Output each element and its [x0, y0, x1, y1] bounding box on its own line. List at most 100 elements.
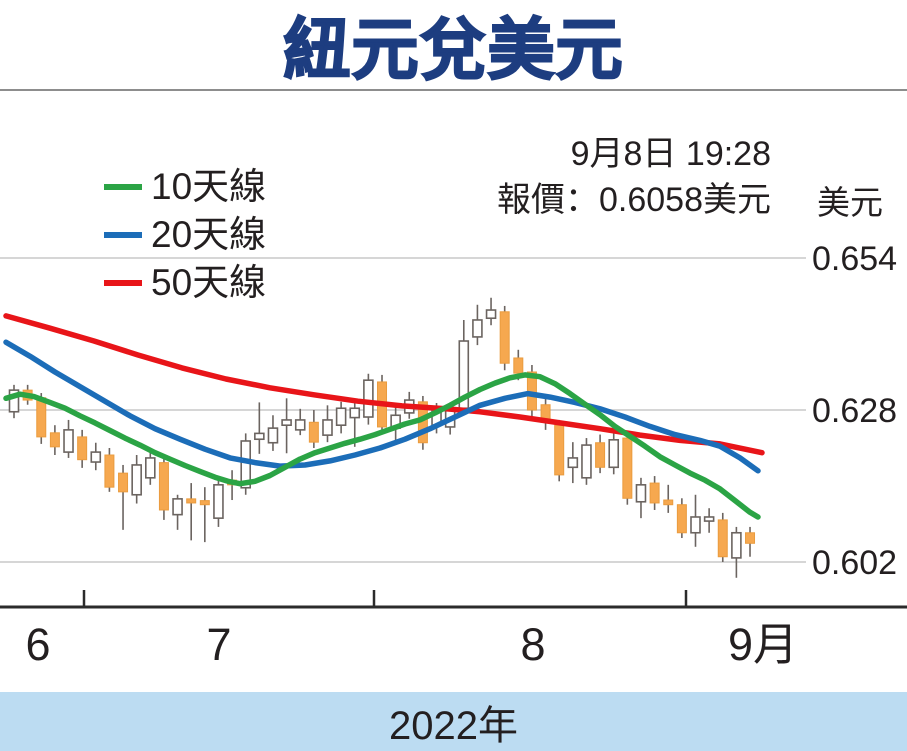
candle-body — [63, 429, 74, 453]
x-axis-month-label: 6 — [25, 619, 50, 670]
y-axis-unit-label: 美元 — [817, 184, 883, 221]
candle-bullish — [172, 494, 183, 530]
candle-bullish — [267, 415, 279, 451]
candle-bullish — [213, 480, 224, 527]
candle-bullish — [131, 455, 142, 504]
candle-bullish — [635, 477, 647, 519]
candle-bearish — [663, 484, 674, 513]
candle-body — [213, 484, 224, 519]
candle-body — [472, 319, 483, 338]
candle-body — [49, 432, 60, 448]
candle-bullish — [8, 384, 20, 419]
legend-label-ma20: 20天線 — [151, 214, 267, 255]
candle-bullish — [63, 419, 74, 458]
candle-body — [254, 432, 265, 441]
candle-bearish — [649, 476, 660, 510]
legend-label-ma50: 50天線 — [151, 262, 267, 303]
legend-item-ma10: 10天線 — [104, 163, 266, 211]
candle-body — [90, 451, 102, 463]
candle-body — [322, 419, 333, 436]
legend-item-ma50: 50天線 — [104, 259, 266, 307]
y-axis-tick-label: 0.628 — [812, 392, 897, 430]
candle-body — [703, 516, 715, 522]
page-title: 紐元兌美元 — [283, 12, 624, 89]
candle-bearish — [158, 455, 169, 520]
candle-bearish — [745, 526, 756, 557]
candle-body — [731, 531, 742, 559]
ma50-line-swatch-icon — [104, 280, 142, 286]
candle-body — [335, 407, 347, 427]
candle-bearish — [104, 448, 115, 492]
year-label: 2022年 — [389, 703, 518, 748]
ma10-line — [3, 372, 761, 520]
x-axis-month-label: 8 — [520, 619, 545, 670]
candle-body — [690, 516, 701, 534]
candle-body — [595, 442, 606, 468]
candle-bearish — [499, 305, 510, 371]
candle-body — [745, 532, 756, 544]
candle-bullish — [145, 449, 156, 485]
candle-body — [199, 500, 210, 506]
candle-body — [186, 498, 197, 504]
candle-bullish — [322, 405, 333, 443]
candle-body — [717, 519, 728, 558]
candle-body — [36, 397, 47, 438]
candle-bullish — [567, 442, 579, 484]
candle-bearish — [199, 487, 210, 543]
candle-bullish — [731, 526, 742, 578]
candle-body — [281, 419, 292, 427]
candle-bearish — [554, 419, 565, 482]
candle-body — [104, 454, 115, 488]
candle-bearish — [540, 398, 551, 430]
candle-bearish — [49, 425, 60, 456]
candle-bearish — [676, 498, 687, 539]
y-axis-tick-label: 0.602 — [812, 544, 897, 582]
candle-body — [158, 462, 169, 511]
ma20-line-swatch-icon — [104, 232, 142, 238]
candle-body — [8, 389, 20, 413]
ma20-line — [3, 339, 761, 474]
candle-bullish — [254, 402, 265, 454]
candle-bullish — [281, 398, 292, 454]
candle-body — [635, 484, 647, 503]
candle-bullish — [690, 494, 701, 547]
candle-body — [131, 464, 142, 496]
quote-datetime: 9月8日 19:28 — [570, 135, 771, 173]
candle-bullish — [581, 438, 592, 485]
candle-bearish — [308, 410, 319, 448]
candle-bearish — [622, 432, 633, 505]
candle-bearish — [417, 395, 428, 450]
ma50-line — [3, 313, 765, 456]
candle-bearish — [186, 483, 197, 541]
candle-body — [294, 419, 306, 431]
candle-bullish — [608, 432, 620, 475]
candle-body — [172, 498, 183, 516]
candle-bullish — [390, 402, 401, 443]
candle-body — [567, 457, 579, 469]
y-axis-tick-label: 0.654 — [812, 240, 897, 278]
legend-label-ma10: 10天線 — [151, 166, 267, 207]
candle-body — [349, 407, 361, 419]
candle-body — [485, 309, 497, 320]
x-axis-month-label: 7 — [206, 619, 231, 670]
candle-body — [77, 436, 88, 461]
quote-info: 9月8日 19:28 報價：0.6058美元 — [497, 131, 771, 223]
year-band: 2022年 — [0, 692, 907, 751]
candle-bearish — [118, 464, 129, 530]
candle-bearish — [77, 429, 88, 468]
candle-body — [663, 499, 674, 506]
candle-bearish — [595, 434, 606, 474]
candle-bullish — [485, 297, 497, 326]
candle-bullish — [335, 401, 347, 434]
candle-body — [608, 439, 620, 469]
candle-body — [622, 437, 633, 499]
candle-bullish — [703, 508, 715, 533]
legend: 10天線 20天線 50天線 — [104, 163, 266, 307]
candle-body — [676, 504, 687, 534]
candle-body — [118, 472, 129, 493]
candle-body — [554, 424, 565, 476]
candle-body — [499, 311, 510, 364]
candle-body — [581, 444, 592, 479]
candle-body — [145, 457, 156, 479]
